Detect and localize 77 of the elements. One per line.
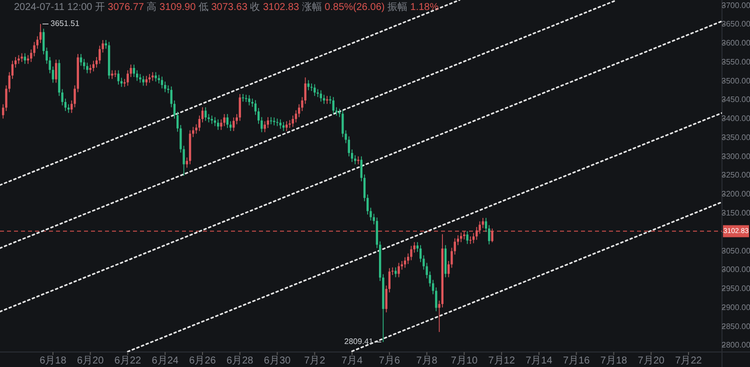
candlestick xyxy=(404,256,406,268)
candlestick xyxy=(132,64,136,78)
y-tick-label: 2950.00 xyxy=(722,284,750,294)
candlestick xyxy=(472,232,475,244)
x-tick-label: 7月18 xyxy=(600,356,628,367)
candlestick xyxy=(216,118,220,130)
y-tick-label: 3350.00 xyxy=(722,132,750,142)
y-tick-label: 2800.00 xyxy=(722,340,750,350)
x-tick-label: 6月26 xyxy=(189,356,216,367)
candlestick xyxy=(117,70,120,85)
y-tick-label: 2850.00 xyxy=(722,322,750,331)
candlestick xyxy=(410,245,412,261)
y-tick-label: 2900.00 xyxy=(722,302,750,312)
y-tick-label: 3200.00 xyxy=(722,190,750,199)
x-tick-label: 6月30 xyxy=(264,356,292,367)
candlestick xyxy=(466,230,468,244)
x-tick-label: 7月4 xyxy=(341,356,364,367)
candlestick xyxy=(145,76,148,86)
y-tick-label: 3500.00 xyxy=(722,76,750,86)
candlestick xyxy=(270,116,272,125)
candlestick xyxy=(24,52,26,64)
y-tick-label: 3250.00 xyxy=(722,170,750,180)
candlestick xyxy=(398,262,400,278)
x-tick-label: 6月24 xyxy=(152,356,179,367)
x-tick-label: 7月22 xyxy=(675,356,702,367)
candlestick xyxy=(238,94,241,122)
candlestick xyxy=(400,260,403,270)
x-tick-label: 7月2 xyxy=(304,356,326,367)
candlestick xyxy=(223,114,226,127)
x-tick-label: 6月22 xyxy=(114,356,142,367)
x-tick-label: 7月10 xyxy=(450,356,478,367)
candlestick xyxy=(92,60,95,72)
y-tick-label: 3600.00 xyxy=(722,38,750,48)
candlestick xyxy=(320,90,322,102)
candlestick xyxy=(248,94,250,106)
candlestick xyxy=(30,49,32,62)
y-tick-label: 3400.00 xyxy=(722,114,750,124)
candlestick xyxy=(413,242,416,254)
candlestick xyxy=(26,54,30,64)
candlestick xyxy=(332,96,334,114)
candlestick xyxy=(154,72,157,82)
x-tick-label: 7月8 xyxy=(416,356,438,367)
candlestick xyxy=(314,84,316,96)
candlestick xyxy=(245,94,248,102)
x-tick-label: 7月20 xyxy=(638,356,665,367)
candlestick xyxy=(307,80,310,91)
y-tick-label: 3000.00 xyxy=(722,265,750,274)
candlestick xyxy=(286,120,288,132)
annotation: 2809.41 xyxy=(344,337,374,346)
y-tick-label: 3150.00 xyxy=(722,208,750,218)
candlestick xyxy=(264,120,266,133)
candlestick xyxy=(80,54,82,66)
x-tick-label: 7月14 xyxy=(526,356,553,367)
x-tick-label: 7月6 xyxy=(378,356,400,367)
x-tick-label: 7月16 xyxy=(563,356,590,367)
candlestick xyxy=(86,62,88,74)
y-tick-label: 3050.00 xyxy=(722,246,750,256)
candlestick xyxy=(204,106,207,122)
y-tick-label: 3300.00 xyxy=(722,152,750,161)
candlestick xyxy=(142,76,144,86)
x-tick-label: 6月28 xyxy=(226,356,254,367)
y-tick-label: 3550.00 xyxy=(722,57,750,66)
candlestick xyxy=(419,244,422,263)
x-tick-label: 7月12 xyxy=(488,356,516,367)
y-tick-label: 3650.00 xyxy=(722,20,750,29)
candlestick xyxy=(279,118,282,130)
candlestick xyxy=(394,267,397,278)
annotation: 3651.51 xyxy=(50,19,80,28)
candlestick xyxy=(54,59,58,84)
y-tick-label: 3700.00 xyxy=(722,0,750,10)
candlestick xyxy=(322,94,326,104)
y-tick-label: 3450.00 xyxy=(722,95,750,104)
candlestick xyxy=(148,74,151,84)
x-tick-label: 6月18 xyxy=(40,356,67,367)
candlestick xyxy=(160,76,164,89)
chart-title: 2024-07-11 12:00 开 3076.77 高 3109.90 低 3073.63 收 3102.83 涨幅 0.85%(26.06) 振幅 1.18% xyxy=(14,2,439,13)
x-tick-label: 6月20 xyxy=(77,356,104,367)
